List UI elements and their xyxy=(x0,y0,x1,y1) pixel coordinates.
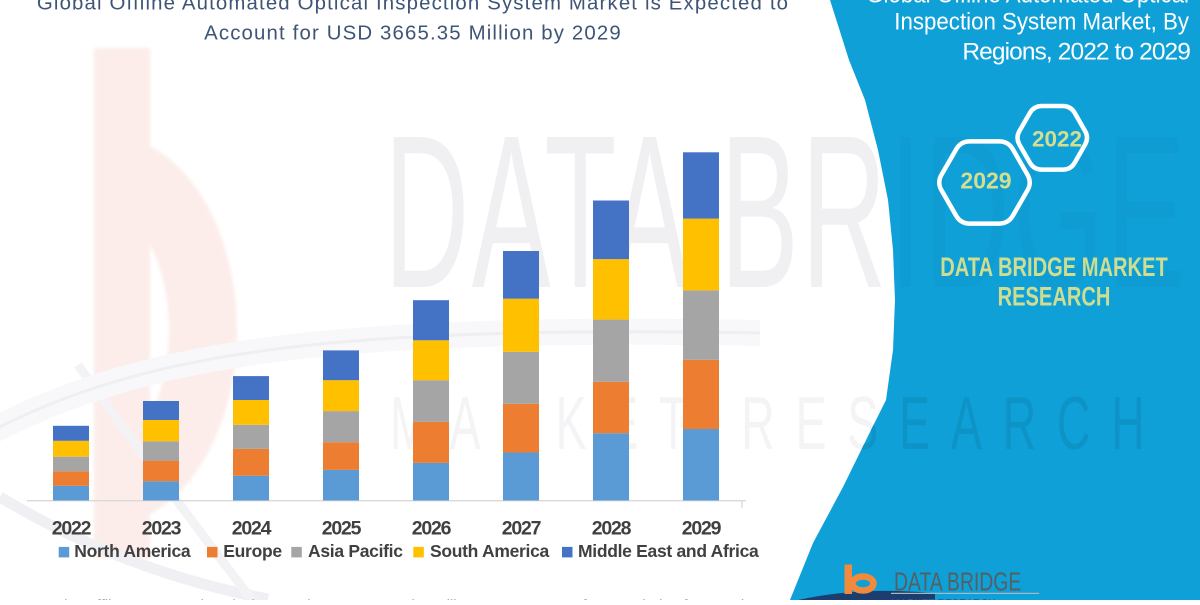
svg-text:2023: 2023 xyxy=(142,518,182,540)
svg-text:Global Offline Automated Optic: Global Offline Automated Optical xyxy=(866,0,1189,8)
svg-text:Account for USD 3665.35 Millio: Account for USD 3665.35 Million by 2029 xyxy=(204,23,622,45)
svg-text:Middle East and Africa: Middle East and Africa xyxy=(578,541,759,561)
svg-text:Asia Pacific: Asia Pacific xyxy=(308,541,403,561)
svg-text:DATA BRIDGE MARKET: DATA BRIDGE MARKET xyxy=(940,252,1168,283)
svg-text:DATA BRIDGE: DATA BRIDGE xyxy=(384,91,1188,335)
svg-text:RESEARCH: RESEARCH xyxy=(998,282,1111,313)
svg-text:2029: 2029 xyxy=(960,168,1011,194)
svg-text:Europe: Europe xyxy=(223,541,282,561)
svg-text:2022: 2022 xyxy=(1032,127,1082,152)
svg-text:The Offline Automated Optical: The Offline Automated Optical Inspection… xyxy=(55,597,794,600)
svg-text:2027: 2027 xyxy=(502,518,541,540)
svg-text:Inspection System Market, By: Inspection System Market, By xyxy=(894,8,1189,35)
svg-text:2029: 2029 xyxy=(682,518,722,540)
svg-text:Regions, 2022 to 2029: Regions, 2022 to 2029 xyxy=(962,38,1190,65)
svg-text:2025: 2025 xyxy=(322,518,362,540)
svg-text:Global Offline Automated Optic: Global Offline Automated Optical Inspect… xyxy=(37,0,789,14)
svg-text:South America: South America xyxy=(430,541,550,561)
svg-text:2022: 2022 xyxy=(52,518,92,540)
svg-text:2026: 2026 xyxy=(412,518,452,540)
svg-text:DATA BRIDGE: DATA BRIDGE xyxy=(894,567,1021,596)
svg-text:MARKET RESEARCH: MARKET RESEARCH xyxy=(390,383,1166,466)
svg-text:2024: 2024 xyxy=(232,518,272,540)
svg-text:2028: 2028 xyxy=(592,518,632,540)
svg-text:MARKET RESEARCH: MARKET RESEARCH xyxy=(891,595,996,600)
svg-text:North America: North America xyxy=(74,541,191,561)
